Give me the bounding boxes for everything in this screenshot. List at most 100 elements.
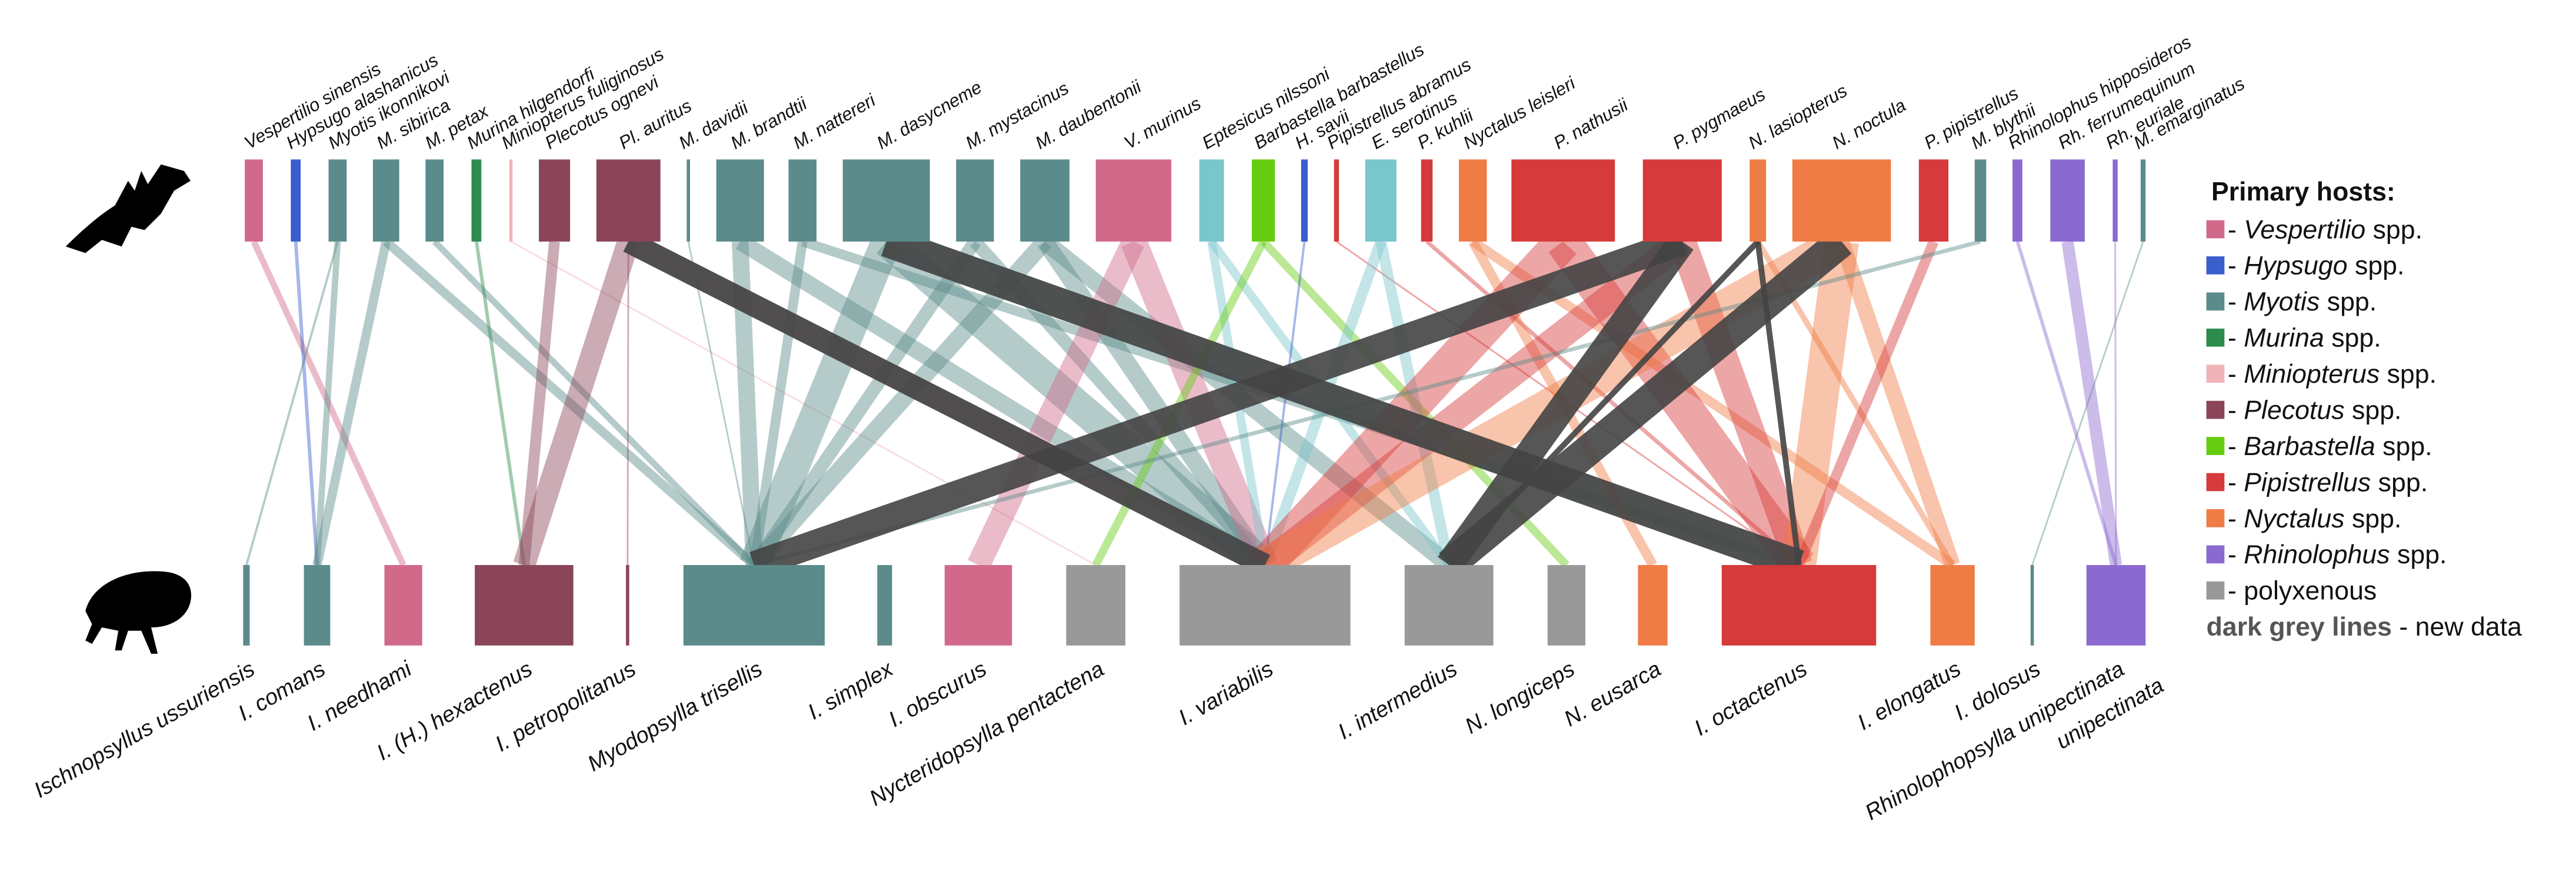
legend-text: -	[2228, 252, 2237, 280]
legend-item: - Plecotus spp.	[2228, 396, 2402, 425]
bat-node	[716, 159, 764, 242]
legend-title: Primary hosts:	[2211, 178, 2395, 206]
legend-text: Vespertilio	[2244, 215, 2365, 244]
flea-label: N. eusarca	[1559, 656, 1665, 731]
link	[383, 238, 758, 569]
flea-label: I. variabilis	[1174, 656, 1277, 730]
legend-text: -	[2228, 540, 2237, 569]
legend-text: Myotis	[2244, 288, 2320, 316]
bat-node	[1334, 159, 1339, 242]
bat-label: P. nathusii	[1550, 94, 1632, 153]
bat-node	[1252, 159, 1275, 242]
bat-node	[1792, 159, 1891, 242]
legend-swatch	[2206, 220, 2225, 239]
legend-swatch	[2206, 400, 2225, 419]
bat-node	[1642, 159, 1722, 242]
flea-label: I. octactenus	[1690, 656, 1811, 740]
bat-node	[2112, 159, 2118, 242]
link	[2114, 241, 2117, 566]
link	[2061, 240, 2122, 566]
legend-text: Murina	[2244, 324, 2324, 353]
legend-item: - Miniopterus spp.	[2228, 360, 2437, 389]
legend-text: Rhinolophus	[2244, 540, 2390, 569]
legend-text: -	[2228, 396, 2237, 425]
flea-node	[683, 565, 825, 646]
legend-text: spp.	[2373, 215, 2422, 244]
flea-node	[626, 565, 629, 646]
legend-note-text: - new data	[2399, 613, 2522, 641]
flea-node	[1930, 565, 1975, 646]
flea-node	[2030, 565, 2034, 646]
legend-text: -	[2228, 432, 2237, 461]
flea-node	[1404, 565, 1494, 646]
flea-label: I. simplex	[804, 656, 898, 724]
nodes	[243, 159, 2146, 646]
link	[1794, 239, 1939, 567]
legend-text: -	[2228, 577, 2237, 606]
legend-text: Pipistrellus	[2244, 468, 2371, 497]
bat-node	[539, 159, 571, 242]
link	[518, 240, 560, 566]
link	[245, 241, 339, 566]
legend: Primary hosts:- Vespertilio spp.- Hypsug…	[2206, 178, 2522, 641]
legend-swatch	[2206, 328, 2225, 347]
link	[748, 238, 981, 569]
legend-item: - Hypsugo spp.	[2228, 252, 2404, 280]
flea-node	[1179, 565, 1351, 646]
legend-text: -	[2228, 360, 2237, 389]
link	[432, 239, 757, 567]
legend-text: Plecotus	[2244, 396, 2344, 425]
legend-text: spp.	[2331, 324, 2381, 353]
legend-text: spp.	[2355, 252, 2404, 280]
bat-node	[1365, 159, 1397, 242]
flea-node	[384, 565, 422, 646]
link	[251, 240, 406, 567]
flea-node	[1066, 565, 1126, 646]
legend-swatch	[2206, 581, 2225, 600]
flea-node	[2086, 565, 2146, 646]
new-link	[881, 227, 1804, 580]
bat-node	[1020, 159, 1070, 242]
flea-node	[243, 565, 250, 646]
legend-text: spp.	[2387, 360, 2437, 389]
link	[510, 240, 1097, 566]
link	[968, 236, 1145, 570]
link	[1548, 230, 1814, 576]
flea-label: I. obscurus	[884, 656, 991, 732]
bat-node	[291, 159, 301, 242]
link	[876, 230, 1275, 577]
flea-node	[944, 565, 1012, 646]
legend-text: Miniopterus	[2244, 360, 2380, 389]
legend-text: spp.	[2352, 396, 2401, 425]
legend-swatch	[2206, 292, 2225, 311]
flea-label: I. elongatus	[1853, 656, 1965, 735]
link	[1264, 241, 1306, 566]
legend-swatch	[2206, 473, 2225, 492]
legend-swatch	[2206, 365, 2225, 383]
bat-node	[245, 159, 263, 242]
bat-node	[1458, 159, 1487, 242]
links	[245, 226, 2144, 580]
bat-node	[425, 159, 444, 242]
new-link	[1438, 233, 1694, 573]
link	[513, 238, 639, 569]
legend-text: -	[2228, 468, 2237, 497]
legend-text: spp.	[2382, 432, 2432, 461]
link	[294, 241, 319, 566]
flea-label: I. intermedius	[1334, 656, 1461, 744]
link	[1375, 240, 1455, 566]
legend-text: Nyctalus	[2244, 504, 2344, 533]
bat-node	[1511, 159, 1615, 242]
link	[739, 236, 901, 571]
legend-swatch	[2206, 437, 2225, 455]
link	[474, 241, 526, 566]
new-link	[623, 231, 1271, 576]
legend-swatch	[2206, 256, 2225, 275]
link	[312, 240, 391, 566]
bat-node	[2012, 159, 2022, 242]
link	[314, 241, 341, 566]
bat-node	[788, 159, 817, 242]
flea-label: N. longiceps	[1461, 656, 1579, 738]
legend-item: - Rhinolophus spp.	[2228, 540, 2447, 569]
